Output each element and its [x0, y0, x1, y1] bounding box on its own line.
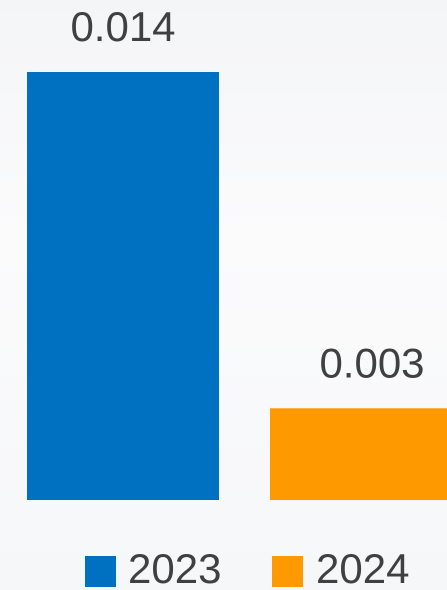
bar — [27, 72, 219, 500]
legend-label: 2023 — [128, 545, 221, 590]
data-label: 0.003 — [319, 339, 424, 386]
data-label: 0.014 — [70, 3, 175, 50]
legend-swatch — [272, 556, 303, 587]
legend-swatch — [85, 556, 116, 587]
bar — [270, 408, 447, 500]
legend-label: 2024 — [316, 545, 409, 590]
